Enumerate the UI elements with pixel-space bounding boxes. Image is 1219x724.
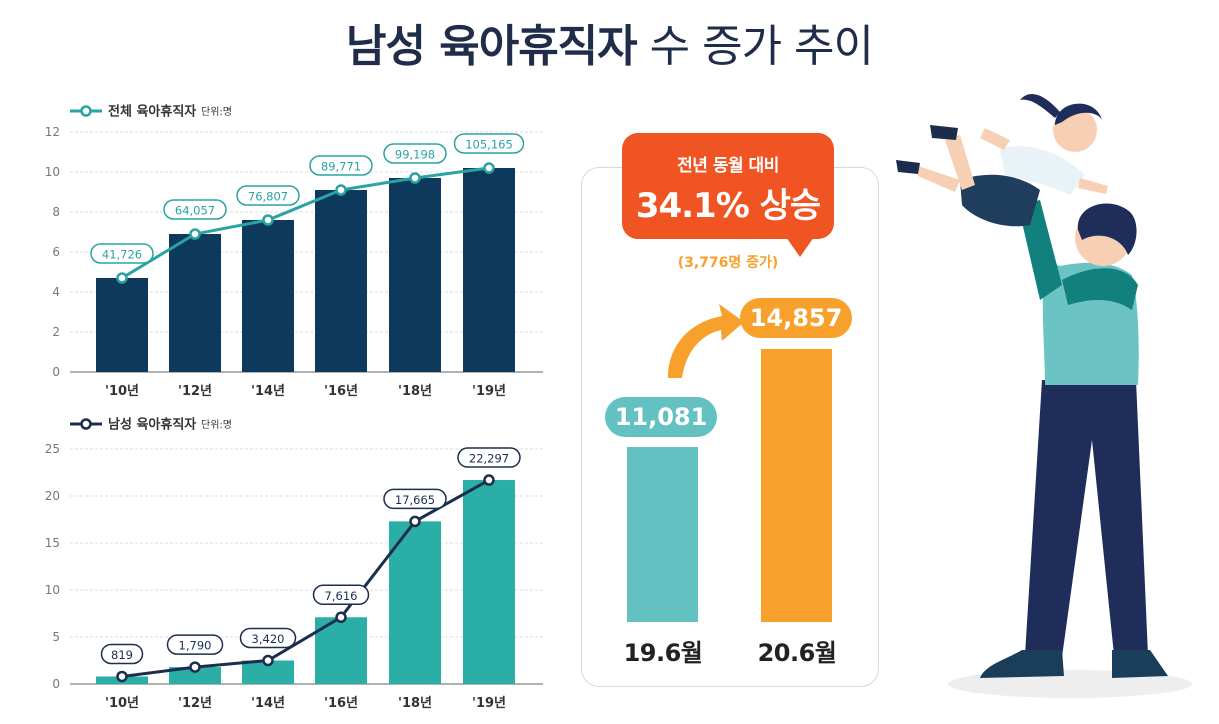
y-tick-label: 20 bbox=[45, 489, 60, 503]
series-line bbox=[121, 478, 490, 678]
y-tick-label: 25 bbox=[45, 442, 60, 456]
value-label: 7,616 bbox=[325, 589, 358, 603]
value-label: 99,198 bbox=[395, 148, 435, 162]
bar bbox=[96, 278, 148, 372]
callout-line1: 전년 동월 대비 bbox=[677, 156, 779, 176]
unit-label: 단위:명 bbox=[201, 105, 232, 118]
callout-line2: 34.1% 상승 bbox=[635, 186, 821, 226]
line-point bbox=[483, 162, 495, 174]
unit-label: 단위:명 bbox=[201, 418, 232, 431]
y-tick-label: 5 bbox=[52, 630, 60, 644]
x-tick-label: '19년 bbox=[472, 384, 506, 399]
value-label-19-6: 11,081 bbox=[605, 397, 717, 437]
value-label: 819 bbox=[111, 648, 133, 662]
value-label: 89,771 bbox=[321, 160, 361, 174]
value-label-box bbox=[453, 133, 525, 154]
y-tick-label: 2 bbox=[52, 325, 60, 339]
y-tick-label: 0 bbox=[52, 365, 60, 379]
value-label-box bbox=[309, 155, 373, 176]
bar bbox=[389, 178, 441, 372]
y-tick-label: 6 bbox=[52, 245, 60, 259]
value-label-box bbox=[457, 447, 521, 468]
value-label: 41,726 bbox=[102, 248, 142, 262]
y-tick-label: 15 bbox=[45, 536, 60, 550]
bar bbox=[463, 168, 515, 372]
bar bbox=[463, 480, 515, 684]
line-point bbox=[116, 670, 128, 683]
line-point bbox=[262, 214, 274, 226]
callout-tail bbox=[786, 237, 814, 257]
bar bbox=[389, 521, 441, 684]
value-label-box bbox=[236, 185, 300, 206]
value-label-box bbox=[383, 143, 447, 164]
bar bbox=[169, 234, 221, 372]
legend-marker bbox=[80, 105, 92, 117]
legend-label: 전체 육아휴직자 bbox=[108, 104, 196, 120]
value-label: 1,790 bbox=[179, 639, 212, 653]
bar-19-6 bbox=[627, 447, 698, 622]
value-label: 3,420 bbox=[252, 632, 285, 646]
value-label: 76,807 bbox=[248, 190, 288, 204]
x-tick-label: '16년 bbox=[324, 384, 358, 399]
left-charts: 전체 육아휴직자 단위:명02468101241,72664,05776,8078… bbox=[45, 104, 543, 711]
value-label-box bbox=[166, 634, 224, 655]
series-line bbox=[121, 166, 490, 280]
line-point bbox=[116, 272, 128, 284]
y-tick-label: 4 bbox=[52, 285, 60, 299]
value-label: 105,165 bbox=[465, 138, 513, 152]
value-label-box bbox=[90, 243, 154, 264]
value-label-box bbox=[239, 627, 297, 649]
category-19-6: 19.6월 bbox=[623, 639, 703, 667]
y-tick-label: 0 bbox=[52, 677, 60, 691]
value-label-20-6: 14,857 bbox=[740, 298, 852, 338]
x-tick-label: '14년 bbox=[251, 384, 285, 399]
value-label-box bbox=[312, 584, 370, 606]
line-point bbox=[483, 474, 495, 486]
x-tick-label: '19년 bbox=[472, 696, 506, 711]
x-tick-label: '12년 bbox=[178, 696, 212, 711]
value-label: 17,665 bbox=[395, 493, 435, 507]
line-point bbox=[409, 515, 421, 528]
value-label: 22,297 bbox=[469, 452, 509, 466]
page-title: 남성 육아휴직자 수 증가 추이 bbox=[0, 10, 1219, 74]
value-label-box bbox=[100, 643, 144, 665]
line-point bbox=[189, 228, 201, 240]
title-bold: 남성 육아휴직자 bbox=[345, 21, 638, 72]
value-label: 64,057 bbox=[175, 204, 215, 218]
value-label-box bbox=[383, 488, 447, 510]
title-light: 수 증가 추이 bbox=[636, 21, 874, 72]
y-tick-label: 8 bbox=[52, 205, 60, 219]
y-tick-label: 12 bbox=[45, 125, 60, 139]
line-point bbox=[189, 661, 201, 673]
bar bbox=[315, 190, 367, 372]
x-tick-label: '18년 bbox=[398, 384, 432, 399]
line-point bbox=[262, 654, 274, 667]
legend-marker bbox=[80, 418, 92, 430]
x-tick-label: '10년 bbox=[105, 696, 139, 711]
increase-callout: 전년 동월 대비 34.1% 상승 bbox=[622, 133, 834, 257]
value-label-box bbox=[163, 199, 227, 220]
bar bbox=[242, 660, 294, 684]
category-20-6: 20.6월 bbox=[757, 639, 837, 667]
x-tick-label: '16년 bbox=[324, 696, 358, 711]
x-tick-label: '14년 bbox=[251, 696, 285, 711]
y-tick-label: 10 bbox=[45, 165, 60, 179]
x-tick-label: '10년 bbox=[105, 384, 139, 399]
line-point bbox=[409, 172, 421, 184]
legend-label: 남성 육아휴직자 bbox=[108, 417, 196, 433]
x-tick-label: '18년 bbox=[398, 696, 432, 711]
bar-20-6 bbox=[761, 349, 832, 622]
increase-note: (3,776명 증가) bbox=[677, 255, 779, 271]
line-point bbox=[335, 611, 347, 624]
bar bbox=[242, 220, 294, 372]
x-tick-label: '12년 bbox=[178, 384, 212, 399]
line-point bbox=[335, 184, 347, 196]
bar bbox=[169, 667, 221, 684]
y-tick-label: 10 bbox=[45, 583, 60, 597]
